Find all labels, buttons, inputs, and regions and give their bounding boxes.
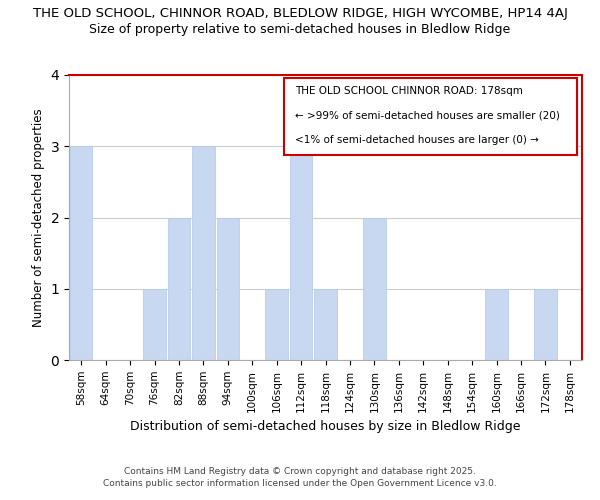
Bar [290, 146, 313, 360]
Text: ← >99% of semi-detached houses are smaller (20): ← >99% of semi-detached houses are small… [295, 110, 560, 120]
Text: THE OLD SCHOOL CHINNOR ROAD: 178sqm: THE OLD SCHOOL CHINNOR ROAD: 178sqm [295, 86, 523, 97]
Bar [192, 146, 215, 360]
Y-axis label: Number of semi-detached properties: Number of semi-detached properties [32, 108, 45, 327]
Text: Size of property relative to semi-detached houses in Bledlow Ridge: Size of property relative to semi-detach… [89, 22, 511, 36]
Bar [534, 289, 557, 360]
Bar [217, 218, 239, 360]
Bar [363, 218, 386, 360]
Bar [70, 146, 92, 360]
Text: THE OLD SCHOOL, CHINNOR ROAD, BLEDLOW RIDGE, HIGH WYCOMBE, HP14 4AJ: THE OLD SCHOOL, CHINNOR ROAD, BLEDLOW RI… [32, 8, 568, 20]
X-axis label: Distribution of semi-detached houses by size in Bledlow Ridge: Distribution of semi-detached houses by … [130, 420, 521, 433]
Text: <1% of semi-detached houses are larger (0) →: <1% of semi-detached houses are larger (… [295, 135, 539, 145]
Bar [265, 289, 288, 360]
Bar [314, 289, 337, 360]
Bar [485, 289, 508, 360]
Bar [167, 218, 190, 360]
FancyBboxPatch shape [284, 78, 577, 155]
Text: Contains HM Land Registry data © Crown copyright and database right 2025.
Contai: Contains HM Land Registry data © Crown c… [103, 466, 497, 487]
Bar [143, 289, 166, 360]
